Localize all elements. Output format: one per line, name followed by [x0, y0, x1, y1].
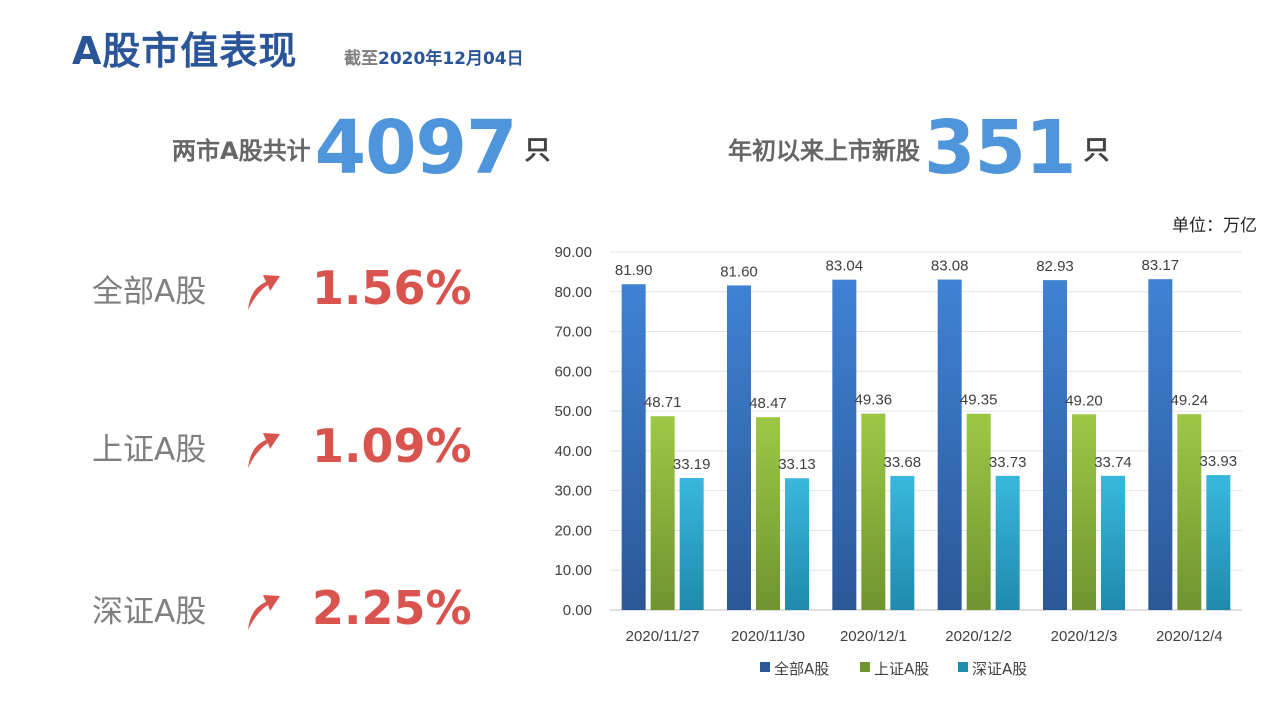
- x-tick-label: 2020/12/1: [840, 628, 907, 645]
- bar-1-0: [650, 416, 675, 610]
- data-label: 83.04: [826, 258, 864, 275]
- data-label: 33.13: [778, 456, 816, 473]
- bar-0-5: [1148, 279, 1173, 610]
- y-tick-label: 0.00: [563, 602, 592, 619]
- legend-label: 深证A股: [972, 660, 1027, 678]
- index-change: 2.25%: [312, 581, 472, 635]
- index-name: 全部A股: [92, 273, 207, 310]
- bar-1-3: [966, 413, 991, 610]
- y-axis-ticks: 0.00 10.00 20.00 30.00 40.00 50.00 60.00 70.00 8…: [554, 244, 592, 619]
- y-tick-label: 50.00: [554, 403, 592, 420]
- as-of-prefix: 截至: [344, 49, 378, 69]
- data-label: 49.36: [855, 392, 893, 409]
- data-label: 81.60: [720, 263, 758, 280]
- index-change: 1.56%: [312, 261, 472, 315]
- legend-swatch: [958, 662, 968, 672]
- y-tick-label: 60.00: [554, 363, 592, 380]
- as-of-date-value: 2020年12月04日: [378, 49, 524, 69]
- bar-1-2: [861, 413, 886, 610]
- y-tick-label: 10.00: [554, 562, 592, 579]
- page-title: A股市值表现: [72, 29, 298, 73]
- data-label: 82.93: [1036, 258, 1074, 275]
- data-label: 81.90: [615, 262, 653, 279]
- bar-2-5: [1206, 475, 1231, 610]
- bar-2-4: [1101, 475, 1125, 610]
- data-label: 33.68: [884, 454, 922, 471]
- legend-swatch: [760, 662, 770, 672]
- index-change: 1.09%: [312, 419, 472, 473]
- bar-1-4: [1072, 414, 1096, 610]
- legend-swatch: [860, 662, 870, 672]
- bar-0-0: [621, 284, 646, 610]
- unit-label: 单位：万亿: [1172, 216, 1257, 236]
- market-cap-bar-chart: 0.00 10.00 20.00 30.00 40.00 50.00 60.00 70.00 8…: [554, 244, 1242, 678]
- data-label: 83.08: [931, 258, 969, 275]
- total-stocks-unit: 只: [524, 135, 551, 166]
- x-tick-label: 2020/11/27: [626, 628, 700, 645]
- bar-1-5: [1177, 414, 1202, 610]
- index-row-all-a: 全部A股 1.56%: [92, 258, 492, 318]
- data-labels: 81.90 48.71 33.19 81.60 48.47 33.13 83.04 49.36…: [615, 257, 1237, 473]
- up-arrow-icon: [248, 595, 280, 630]
- y-tick-label: 70.00: [554, 324, 592, 341]
- bar-2-2: [890, 476, 915, 610]
- new-listings-label: 年初以来上市新股: [728, 136, 920, 165]
- y-tick-label: 90.00: [554, 244, 592, 261]
- index-row-shenzhen-a: 深证A股 2.25%: [92, 578, 492, 638]
- bar-0-4: [1043, 280, 1067, 610]
- x-tick-label: 2020/12/4: [1156, 628, 1223, 645]
- bars: [621, 279, 1231, 610]
- index-row-shanghai-a: 上证A股 1.09%: [92, 416, 492, 476]
- data-label: 33.74: [1094, 454, 1132, 471]
- bar-0-2: [832, 279, 857, 610]
- bar-2-0: [679, 477, 704, 610]
- data-label: 49.20: [1065, 392, 1103, 409]
- bar-1-1: [756, 417, 780, 610]
- y-tick-label: 80.00: [554, 284, 592, 301]
- legend-label: 全部A股: [774, 660, 829, 678]
- bar-0-1: [727, 285, 751, 610]
- x-tick-label: 2020/11/30: [731, 628, 805, 645]
- x-tick-label: 2020/12/2: [945, 628, 1012, 645]
- data-label: 33.19: [673, 456, 711, 473]
- total-stocks-stat: 两市A股共计 4097 只: [172, 105, 551, 191]
- y-tick-label: 30.00: [554, 483, 592, 500]
- index-name: 深证A股: [92, 593, 207, 630]
- up-arrow-icon: [248, 275, 280, 310]
- index-name: 上证A股: [92, 431, 207, 468]
- up-arrow-icon: [248, 433, 280, 468]
- bar-2-1: [785, 478, 809, 610]
- x-tick-label: 2020/12/3: [1051, 628, 1118, 645]
- total-stocks-value: 4097: [314, 105, 518, 191]
- x-axis-ticks: 2020/11/27 2020/11/30 2020/12/1 2020/12/2 20…: [626, 628, 1223, 645]
- data-label: 49.24: [1171, 392, 1209, 409]
- new-listings-unit: 只: [1083, 135, 1110, 166]
- bar-2-3: [995, 475, 1020, 610]
- data-label: 33.73: [989, 454, 1027, 471]
- data-label: 48.47: [749, 395, 787, 412]
- as-of-date: 截至2020年12月04日: [344, 44, 524, 69]
- bar-0-3: [937, 279, 962, 610]
- data-label: 83.17: [1142, 257, 1180, 274]
- data-label: 33.93: [1200, 453, 1238, 470]
- data-label: 49.35: [960, 392, 998, 409]
- new-listings-value: 351: [924, 105, 1076, 191]
- gridlines: [610, 251, 1242, 611]
- data-label: 48.71: [644, 394, 682, 411]
- legend-label: 上证A股: [874, 660, 929, 678]
- y-tick-label: 20.00: [554, 522, 592, 539]
- new-listings-stat: 年初以来上市新股 351 只: [728, 105, 1110, 191]
- legend: 全部A股 上证A股 深证A股: [760, 660, 1027, 678]
- y-tick-label: 40.00: [554, 443, 592, 460]
- total-stocks-label: 两市A股共计: [172, 136, 311, 165]
